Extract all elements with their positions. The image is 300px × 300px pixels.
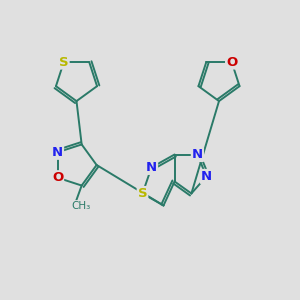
Text: CH₃: CH₃ [71,201,91,211]
Text: O: O [52,171,63,184]
Text: N: N [52,146,63,159]
Text: S: S [138,187,147,200]
Text: N: N [201,170,212,183]
Text: S: S [59,56,69,68]
Text: N: N [146,161,157,174]
Text: N: N [192,148,203,161]
Text: O: O [226,56,237,68]
